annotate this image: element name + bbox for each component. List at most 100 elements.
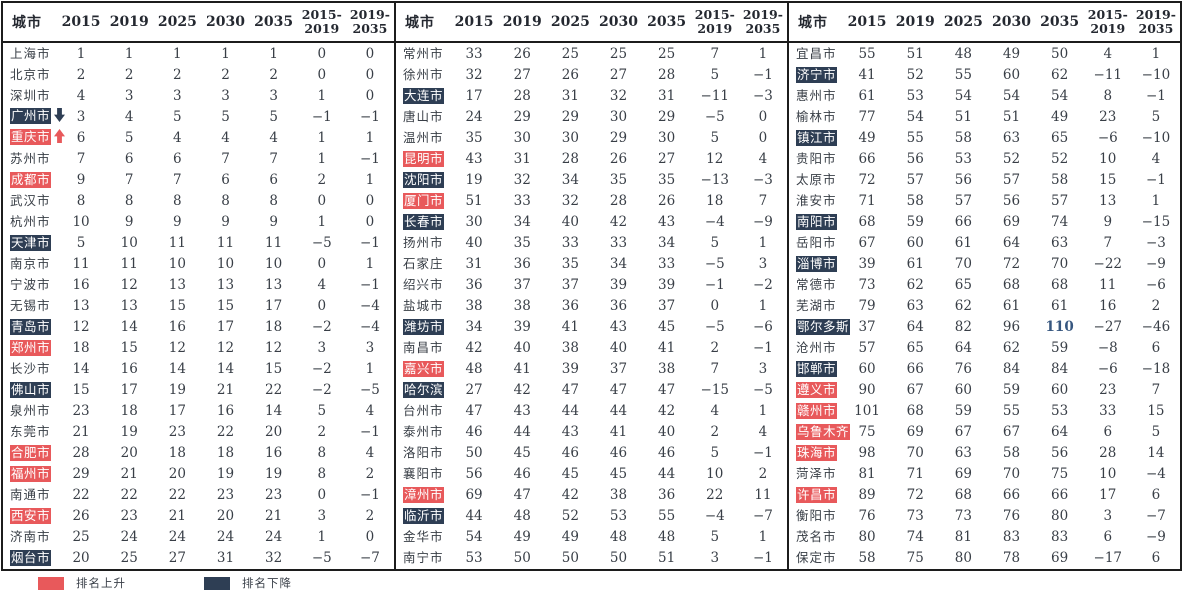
rank-value: 16 [120,360,138,377]
rank-value: −22 [1093,255,1123,272]
table-row: 福州市 29 21 20 19 19 8 2 [3,464,394,485]
column-header-change-2015-2019: 2015- 2019 [690,3,739,43]
rank-value: 21 [265,508,283,525]
rank-value: 5 [124,129,134,146]
rank-value: 5 [1151,108,1161,125]
city-cell: 南京市 [3,253,57,274]
rank-value: 38 [561,339,579,356]
rank-value: 10 [216,255,235,272]
rank-value: −6 [1145,276,1166,293]
rank-value: 3 [269,87,278,104]
city-cell: 临沂市 [396,506,450,527]
rank-value: 69 [1051,550,1069,567]
city-label: 济南市 [10,529,51,545]
city-label: 常州市 [403,45,444,61]
city-cell: 石家庄 [396,253,450,274]
rank-value: 42 [658,403,676,420]
rank-value: 59 [906,213,924,230]
rank-value: 34 [513,213,531,230]
rank-value: 48 [513,508,531,525]
city-cell: 哈尔滨 [396,380,450,401]
rank-value: 65 [1051,129,1069,146]
rank-value: 43 [561,424,579,441]
rank-value: 5 [269,108,278,125]
rank-value: 36 [609,297,628,314]
rank-value: −1 [359,487,380,504]
rank-value: 4 [365,445,375,462]
city-cell: 保定市 [789,548,843,569]
rank-value: 18 [706,192,724,209]
rank-value: 47 [609,382,628,399]
rank-value: 67 [1002,424,1021,441]
column-header-2025: 2025 [939,3,988,43]
rank-value: 53 [1051,403,1069,420]
rank-value: 34 [465,318,483,335]
rank-value: 13 [120,297,138,314]
rank-value: 61 [954,234,972,251]
rank-value: 12 [168,339,186,356]
legend-label-rank-down: 排名下降 [242,576,292,590]
rank-value: 1 [365,171,375,188]
rank-value: −4 [1145,466,1166,483]
rank-value: 3 [221,87,230,104]
rank-value: 18 [265,318,283,335]
rank-value: 57 [954,192,972,209]
rank-value: 10 [168,255,186,272]
rank-value: 6 [1151,339,1161,356]
rank-value: 14 [265,403,283,420]
rank-value: 4 [124,108,134,125]
city-cell: 南阳市 [789,211,843,232]
city-cell: 昆明市 [396,148,450,169]
rank-value: 51 [658,550,676,567]
rank-value: 1 [221,45,230,62]
city-cell: 苏州市 [3,148,57,169]
rank-value: 9 [173,213,182,230]
rank-value: 1 [758,403,768,420]
rank-value: −3 [752,171,773,188]
rank-value: 38 [513,297,531,314]
rank-value: 12 [216,339,235,356]
rank-value: 43 [465,150,483,167]
rank-value: −5 [752,382,773,399]
city-cell: 上海市 [3,42,57,64]
rank-value: 0 [317,192,327,209]
rank-value: 20 [216,508,235,525]
rank-value: 60 [858,360,876,377]
city-label: 南宁市 [403,550,444,566]
rank-value: 26 [561,66,579,83]
rank-value: 64 [954,339,972,356]
rank-value: 14 [168,360,186,377]
rank-value: 35 [513,234,531,251]
rank-value: 19 [216,466,235,483]
rank-value: 32 [265,550,283,567]
rank-value: 42 [513,382,531,399]
column-header-city: 城市 [396,3,450,43]
city-cell: 襄阳市 [396,464,450,485]
rank-value: 4 [710,403,720,420]
rank-value: −9 [1145,529,1166,546]
rank-value: 43 [609,318,628,335]
city-cell: 杭州市 [3,211,57,232]
table-row: 石家庄 31 36 35 34 33 −5 3 [396,253,787,274]
table-row: 无锡市 13 13 15 15 17 0 −4 [3,295,394,316]
rank-value: 3 [317,508,327,525]
rank-value: 45 [609,466,628,483]
rank-value: 17 [168,403,186,420]
table-row: 成都市 9 7 7 6 6 2 1 [3,169,394,190]
rank-value: 65 [906,339,924,356]
rank-value: 25 [609,45,628,62]
table-row: 邯郸市 60 66 76 84 84 −6 −18 [789,358,1180,379]
rank-value: 51 [906,45,924,62]
rank-value: 83 [1002,529,1021,546]
rank-value: 63 [954,445,972,462]
rank-value: 52 [561,508,579,525]
city-cell: 许昌市 [789,485,843,506]
city-label: 武汉市 [10,192,51,208]
rank-value: 48 [609,529,628,546]
table-row: 临沂市 44 48 52 53 55 −4 −7 [396,506,787,527]
table-row: 深圳市 4 3 3 3 3 1 0 [3,85,394,106]
table-row: 南阳市 68 59 66 69 74 9 −15 [789,211,1180,232]
ranking-table-1: 城市 2015 2019 2025 2030 2035 2015- 2019 20… [3,3,394,569]
rank-value: 18 [168,445,186,462]
table-row: 南宁市 53 50 50 50 51 3 −1 [396,548,787,569]
